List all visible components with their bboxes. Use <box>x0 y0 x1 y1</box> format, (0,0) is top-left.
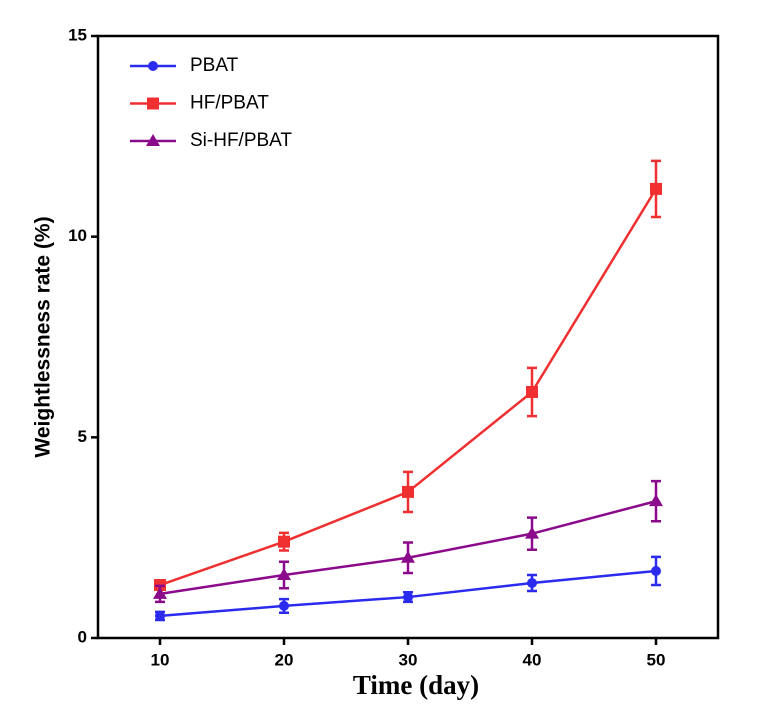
marker <box>277 567 291 580</box>
y-tick-label: 10 <box>68 226 87 245</box>
x-tick-label: 40 <box>523 650 542 669</box>
marker <box>526 385 538 398</box>
marker <box>402 485 414 498</box>
series-line <box>159 188 658 587</box>
y-axis-label: Weightlessness rate (%) <box>32 216 55 457</box>
x-tick-label: 10 <box>151 650 170 669</box>
legend-label: Si-HF/PBAT <box>190 130 292 151</box>
marker <box>525 526 539 539</box>
legend-label: PBAT <box>190 55 239 76</box>
y-tick-label: 5 <box>78 427 87 446</box>
marker <box>649 494 663 507</box>
marker <box>650 182 662 195</box>
y-tick-label: 0 <box>78 627 87 646</box>
legend-marker <box>146 134 160 146</box>
marker <box>403 592 413 603</box>
marker <box>401 550 415 563</box>
legend-marker <box>147 97 159 110</box>
y-tick-label: 15 <box>68 25 87 44</box>
marker <box>279 600 289 611</box>
marker <box>651 565 661 576</box>
x-tick-label: 30 <box>399 650 418 669</box>
legend-label: HF/PBAT <box>190 93 269 114</box>
x-axis-label: Time (day) <box>353 670 479 700</box>
x-tick-label: 50 <box>647 650 666 669</box>
legend-marker <box>148 61 158 71</box>
x-tick-label: 20 <box>275 650 294 669</box>
marker <box>153 586 167 599</box>
marker <box>155 610 165 621</box>
marker <box>278 535 290 548</box>
marker <box>527 578 537 589</box>
